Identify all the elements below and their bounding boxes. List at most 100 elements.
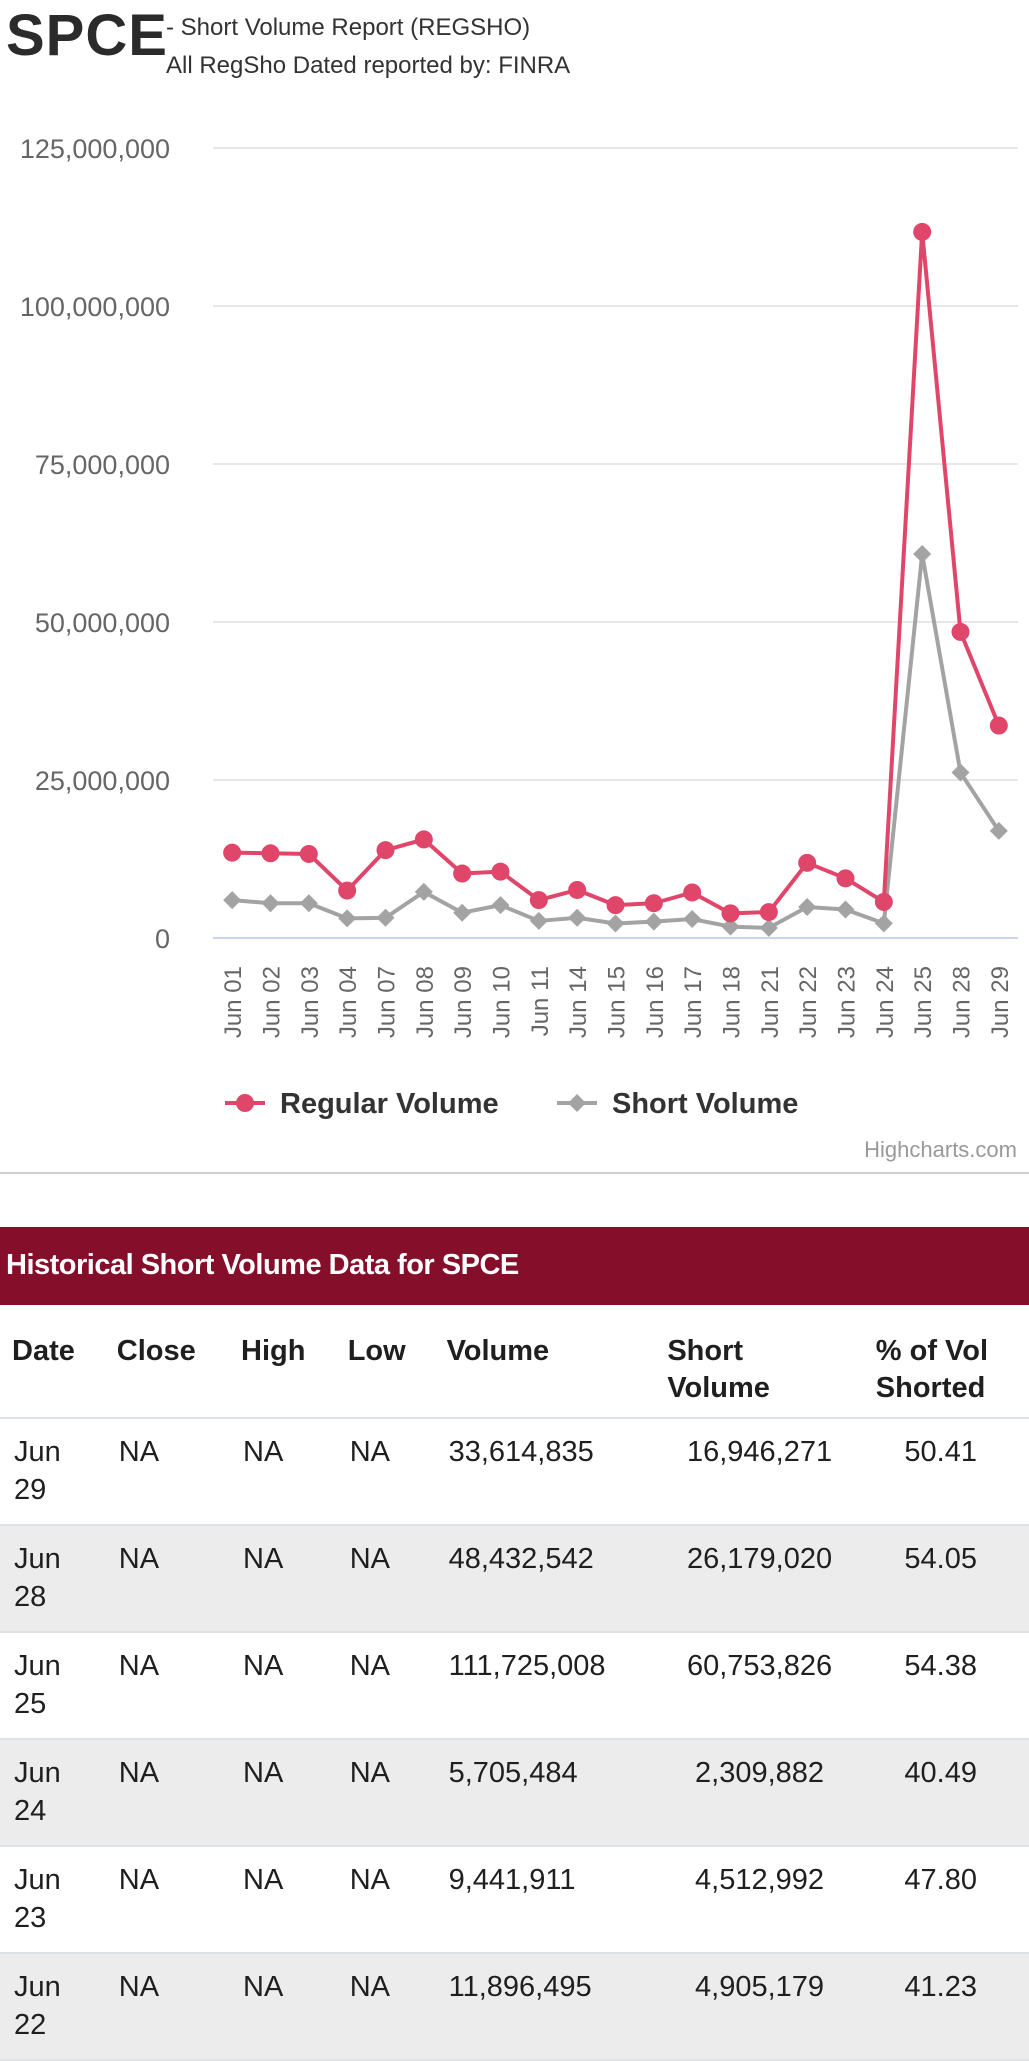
data-point	[759, 903, 778, 922]
table-cell: NA	[229, 1739, 336, 1847]
x-tick-label: Jun 07	[374, 966, 401, 1038]
table-cell: NA	[335, 1953, 435, 2061]
y-tick-label: 75,000,000	[35, 450, 170, 480]
x-tick-label: Jun 22	[795, 966, 822, 1038]
column-header: Close	[104, 1305, 230, 1419]
x-tick-label: Jun 16	[642, 966, 669, 1038]
section-divider	[0, 1172, 1029, 1174]
data-point	[836, 900, 855, 919]
table-cell: NA	[229, 1632, 336, 1740]
table-row: Jun 28 NA NA NA 48,432,542 26,179,020 54.05	[0, 1525, 1029, 1633]
legend-marker	[568, 1094, 586, 1112]
table-cell: 48,432,542	[434, 1525, 656, 1633]
legend-label[interactable]: Short Volume	[612, 1088, 798, 1120]
y-tick-label: 0	[155, 924, 170, 954]
data-point	[836, 869, 855, 888]
table-cell: 33,614,835	[434, 1418, 656, 1526]
table-cell: 47.80	[861, 1846, 1029, 1954]
column-header: % of Vol Shorted	[861, 1305, 1029, 1419]
table-cell: NA	[229, 1846, 336, 1954]
x-tick-label: Jun 11	[527, 966, 554, 1036]
column-header: High	[229, 1305, 336, 1419]
y-tick-label: 100,000,000	[20, 292, 170, 322]
table-cell: 60,753,826	[655, 1632, 862, 1740]
data-point	[606, 914, 625, 933]
x-tick-label: Jun 14	[565, 966, 592, 1038]
data-point	[261, 894, 280, 913]
table-cell: NA	[335, 1418, 435, 1526]
legend-marker	[236, 1094, 254, 1112]
table-cell: Jun 25	[0, 1632, 105, 1740]
data-point	[606, 896, 625, 915]
table-row: Jun 29 NA NA NA 33,614,835 16,946,271 50.41	[0, 1418, 1029, 1526]
table-cell: 111,725,008	[434, 1632, 656, 1740]
x-tick-label: Jun 24	[872, 966, 899, 1038]
table-row: Jun 23 NA NA NA 9,441,911 4,512,992 47.80	[0, 1846, 1029, 1954]
x-tick-label: Jun 21	[757, 966, 784, 1038]
data-point	[261, 844, 280, 863]
x-tick-label: Jun 01	[220, 966, 247, 1038]
legend-label[interactable]: Regular Volume	[280, 1088, 499, 1120]
data-point	[338, 909, 357, 928]
data-point	[491, 896, 510, 915]
volume-line-chart: 125,000,000 100,000,000 75,000,000 50,000,0…	[20, 134, 1018, 1120]
data-point	[644, 894, 663, 913]
table-cell: NA	[104, 1418, 230, 1526]
x-tick-label: Jun 02	[259, 966, 286, 1038]
report-header: SPCE - Short Volume Report (REGSHO) All …	[0, 0, 1029, 100]
table-header-row: Date Close High Low Volume Short Volume% of Vo…	[0, 1305, 1029, 1419]
data-point	[721, 917, 740, 936]
x-tick-label: Jun 10	[489, 966, 516, 1038]
y-tick-label: 125,000,000	[20, 134, 170, 164]
x-tick-label: Jun 04	[335, 966, 362, 1038]
data-point	[414, 830, 433, 849]
x-tick-label: Jun 15	[604, 966, 631, 1038]
table-cell: 54.38	[861, 1632, 1029, 1740]
chart-credit[interactable]: Highcharts.com	[864, 1137, 1017, 1162]
column-header: Date	[0, 1305, 105, 1419]
table-cell: 41.23	[861, 1953, 1029, 2061]
table-cell: NA	[104, 1846, 230, 1954]
table-cell: Jun 22	[0, 1953, 105, 2061]
table-cell: NA	[335, 1739, 435, 1847]
table-cell: 4,905,179	[655, 1953, 862, 2061]
data-point	[376, 841, 395, 860]
table-cell: 5,705,484	[434, 1739, 656, 1847]
table-cell: Jun 29	[0, 1418, 105, 1526]
data-point	[683, 910, 702, 929]
data-point	[568, 908, 587, 927]
table-row: Jun 22 NA NA NA 11,896,495 4,905,179 41.23	[0, 1953, 1029, 2061]
data-point	[644, 912, 663, 931]
table-cell: NA	[335, 1525, 435, 1633]
short-volume-table: Date Close High Low Volume Short Volume% of Vo…	[0, 1305, 1029, 2061]
data-point	[721, 904, 740, 923]
table-cell: NA	[104, 1632, 230, 1740]
data-point	[376, 908, 395, 927]
table-cell: NA	[229, 1953, 336, 2061]
data-point	[529, 911, 548, 930]
data-point	[874, 892, 893, 911]
data-point	[223, 843, 242, 862]
series-line-regular-volume	[232, 229, 1001, 916]
table-cell: NA	[104, 1953, 230, 2061]
table-cell: 11,896,495	[434, 1953, 656, 2061]
table-cell: 26,179,020	[655, 1525, 862, 1633]
table-cell: 54.05	[861, 1525, 1029, 1633]
x-tick-label: Jun 17	[680, 966, 707, 1038]
table-row: Jun 24 NA NA NA 5,705,484 2,309,882 40.49	[0, 1739, 1029, 1847]
data-point	[568, 880, 587, 899]
data-point	[223, 891, 242, 910]
data-point	[913, 545, 932, 564]
table-cell: Jun 28	[0, 1525, 105, 1633]
data-point	[299, 894, 318, 913]
x-tick-label: Jun 03	[297, 966, 324, 1038]
data-point	[683, 883, 702, 902]
y-tick-label: 25,000,000	[35, 766, 170, 796]
data-point	[874, 914, 893, 933]
table-cell: NA	[104, 1525, 230, 1633]
x-tick-label: Jun 25	[910, 966, 937, 1038]
data-point	[338, 881, 357, 900]
table-cell: 4,512,992	[655, 1846, 862, 1954]
data-point	[989, 716, 1008, 735]
table-cell: NA	[335, 1846, 435, 1954]
